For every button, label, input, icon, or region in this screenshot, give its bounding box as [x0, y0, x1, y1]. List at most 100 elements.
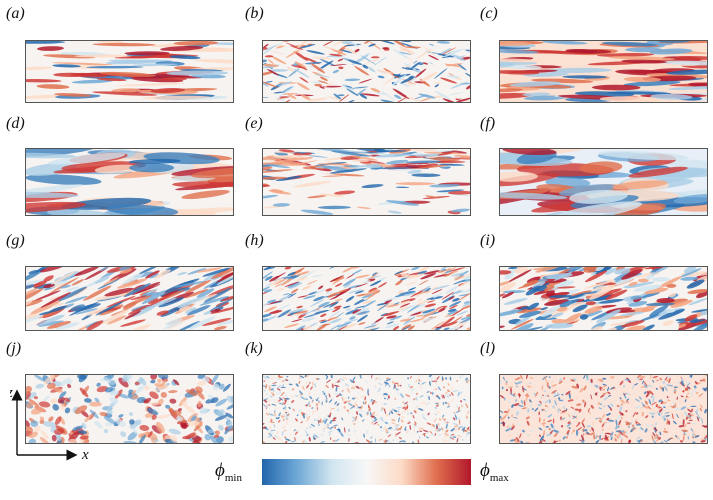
field-streak: [625, 410, 628, 413]
field-streak: [510, 318, 534, 330]
field-streak: [589, 432, 595, 436]
field-streak: [616, 404, 620, 408]
field-streak: [375, 377, 379, 380]
field-streak: [351, 386, 354, 389]
field-streak: [447, 310, 458, 315]
field-streak: [422, 416, 427, 421]
field-streak: [457, 435, 462, 437]
field-streak: [304, 62, 323, 65]
field-streak: [352, 309, 362, 314]
field-streak: [508, 269, 532, 282]
field-streak: [65, 286, 80, 292]
field-streak: [619, 405, 623, 412]
field-streak: [348, 284, 362, 289]
field-streak: [332, 276, 345, 285]
field-streak: [316, 406, 318, 411]
field-streak: [542, 424, 545, 427]
field-streak: [407, 325, 415, 330]
field-streak: [195, 386, 203, 393]
field-streak: [680, 395, 684, 398]
field-streak: [416, 430, 419, 433]
field-streak: [393, 409, 398, 413]
field-streak: [568, 414, 572, 421]
field-streak: [567, 432, 570, 436]
field-streak: [348, 428, 350, 432]
field-streak: [386, 315, 397, 319]
field-streak: [333, 93, 342, 100]
field-streak: [467, 426, 470, 430]
field-streak: [457, 391, 460, 397]
field-streak: [394, 426, 399, 431]
field-streak: [169, 55, 201, 60]
field-streak: [117, 82, 186, 87]
field-streak: [461, 278, 470, 282]
field-streak: [681, 429, 688, 433]
field-streak: [265, 384, 268, 389]
field-streak: [462, 273, 470, 278]
field-streak: [103, 429, 109, 434]
field-streak: [552, 418, 555, 424]
field-streak: [356, 437, 359, 440]
field-streak: [620, 310, 636, 313]
field-streak: [399, 303, 411, 308]
field-streak: [558, 388, 566, 390]
field-streak: [337, 58, 344, 62]
field-streak: [547, 414, 553, 418]
field-streak: [500, 280, 512, 287]
field-streak: [354, 395, 360, 401]
field-streak: [176, 295, 207, 308]
field-streak: [210, 435, 220, 443]
field-streak: [330, 301, 336, 305]
field-streak: [407, 421, 411, 425]
field-streak: [401, 304, 415, 312]
field-streak: [649, 48, 693, 55]
field-streak: [445, 423, 448, 429]
field-streak: [513, 417, 518, 419]
field-streak: [500, 293, 506, 298]
field-streak: [263, 45, 276, 55]
field-streak: [333, 384, 340, 387]
field-streak: [643, 440, 650, 443]
field-streak: [620, 399, 626, 404]
axes-indicator: z x: [6, 385, 100, 465]
field-streak: [265, 412, 269, 416]
field-streak: [282, 93, 298, 95]
field-streak: [586, 375, 589, 380]
field-streak: [441, 151, 457, 154]
field-streak: [525, 441, 528, 443]
field-streak: [345, 100, 355, 102]
field-streak: [150, 401, 159, 406]
field-streak: [545, 440, 549, 443]
field-streak: [518, 310, 542, 318]
field-streak: [446, 395, 450, 398]
field-streak: [269, 430, 274, 435]
field-streak: [327, 423, 329, 427]
field-streak: [131, 394, 139, 400]
field-streak: [296, 82, 310, 91]
field-streak: [34, 425, 41, 433]
field-streak: [371, 421, 374, 424]
field-streak: [437, 270, 445, 274]
field-streak: [508, 424, 512, 429]
field-streak: [465, 403, 469, 409]
field-streak: [680, 276, 699, 281]
field-streak: [303, 438, 307, 443]
field-streak: [590, 326, 603, 330]
field-streak: [508, 386, 514, 389]
field-streak: [263, 271, 273, 280]
field-streak: [410, 149, 439, 152]
field-streak: [435, 394, 438, 398]
field-streak: [406, 83, 413, 86]
field-streak: [355, 403, 359, 408]
field-streak: [265, 282, 273, 287]
field-streak: [289, 282, 303, 290]
field-streak: [380, 429, 385, 432]
field-streak: [291, 288, 299, 294]
field-streak: [655, 422, 658, 426]
field-streak: [263, 81, 278, 88]
field-streak: [520, 440, 524, 443]
field-streak: [361, 293, 376, 299]
field-streak: [450, 398, 455, 401]
field-streak: [46, 321, 72, 329]
field-streak: [571, 429, 575, 435]
